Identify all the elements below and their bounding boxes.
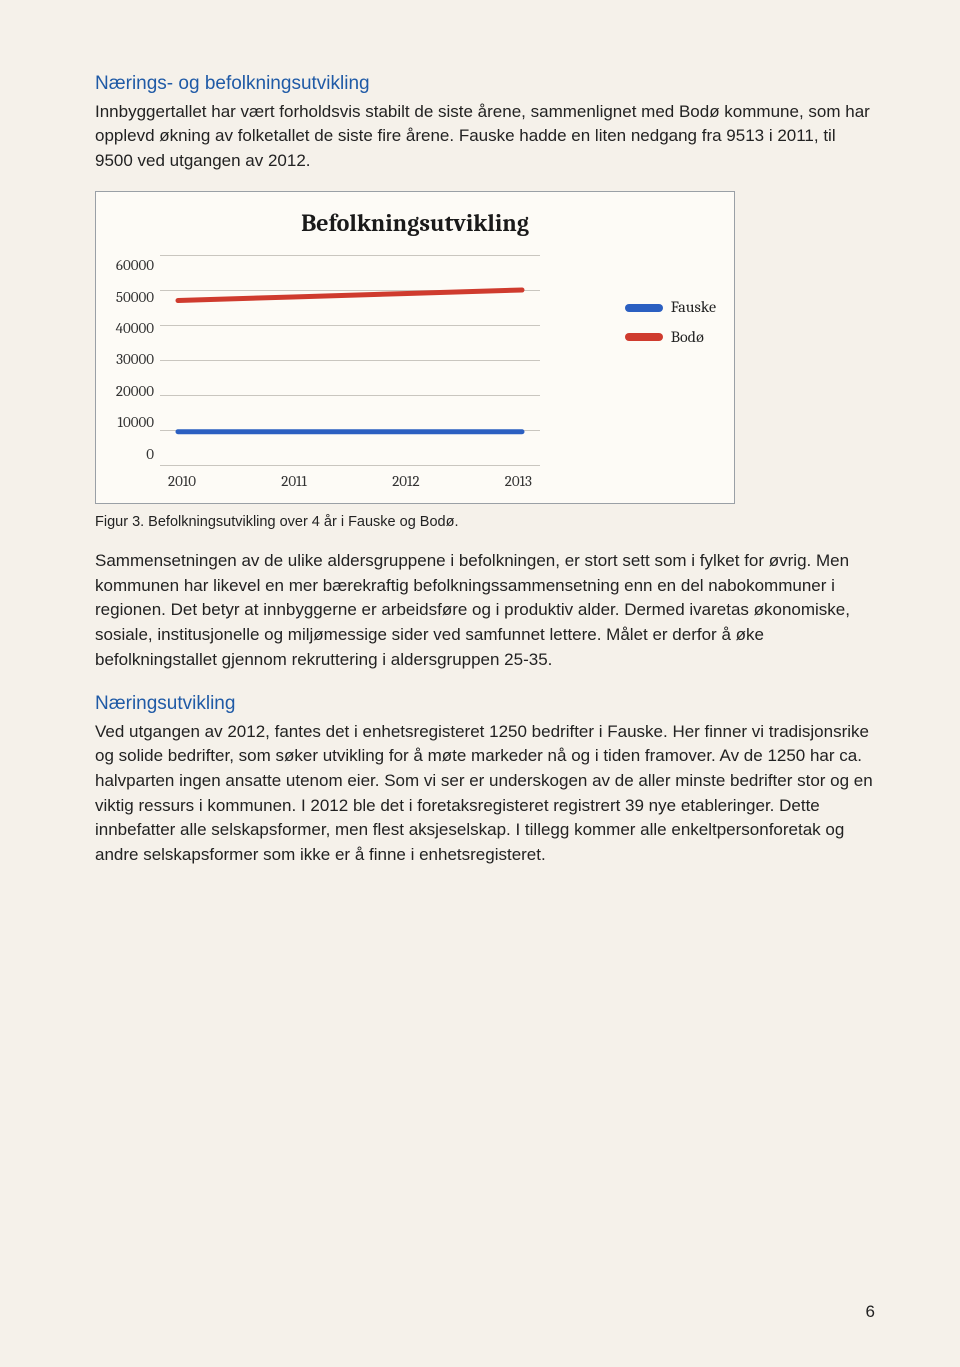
y-tick: 20000	[116, 381, 154, 403]
population-chart: Befolkningsutvikling 60000 50000 40000 3…	[95, 191, 735, 504]
legend-label: Bodø	[671, 326, 704, 349]
gridline	[160, 465, 540, 466]
section2-paragraph: Ved utgangen av 2012, fantes det i enhet…	[95, 720, 875, 868]
legend-swatch-fauske	[625, 304, 663, 312]
legend-label: Fauske	[671, 296, 716, 319]
legend-item-bodo: Bodø	[625, 326, 716, 349]
x-tick: 2013	[505, 471, 532, 493]
x-tick: 2011	[281, 471, 307, 493]
x-tick: 2010	[168, 471, 196, 493]
paragraph-2: Sammensetningen av de ulike aldersgruppe…	[95, 549, 875, 672]
chart-body: 60000 50000 40000 30000 20000 10000 0	[96, 255, 734, 465]
legend-item-fauske: Fauske	[625, 296, 716, 319]
y-tick: 50000	[116, 287, 154, 309]
legend-swatch-bodo	[625, 333, 663, 341]
chart-legend: Fauske Bodø	[625, 290, 716, 354]
figure-caption: Figur 3. Befolkningsutvikling over 4 år …	[95, 512, 875, 533]
chart-title: Befolkningsutvikling	[96, 206, 734, 241]
section-heading-2: Næringsutvikling	[95, 690, 875, 718]
section1-paragraph: Innbyggertallet har vært forholdsvis sta…	[95, 100, 875, 174]
x-axis: 2010 2011 2012 2013	[160, 465, 540, 493]
series-line	[160, 255, 540, 465]
page-number: 6	[866, 1300, 875, 1325]
y-tick: 10000	[118, 412, 154, 434]
section-heading-1: Nærings- og befolkningsutvikling	[95, 70, 875, 98]
y-tick: 60000	[116, 255, 154, 277]
y-tick: 40000	[116, 318, 154, 340]
y-axis: 60000 50000 40000 30000 20000 10000 0	[96, 255, 160, 465]
plot-area	[160, 255, 540, 465]
y-tick: 30000	[116, 349, 154, 371]
y-tick: 0	[146, 444, 154, 466]
x-tick: 2012	[392, 471, 419, 493]
